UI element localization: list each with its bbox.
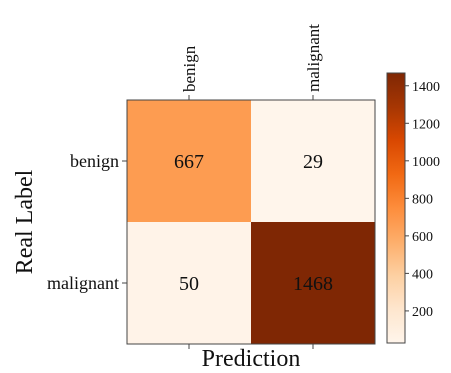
cell-value-label: 1468 (293, 273, 333, 295)
y-axis-label: Real Label (12, 169, 38, 274)
cell-value-label: 667 (174, 151, 204, 173)
x-axis-label: Prediction (202, 346, 301, 372)
colorbar (386, 72, 406, 344)
x-tick-label: malignant (304, 24, 323, 92)
colorbar-tick-label: 400 (412, 267, 433, 282)
cell-value-label: 29 (303, 151, 323, 173)
colorbar-tick-label: 1400 (412, 80, 440, 95)
heatmap-cell (251, 222, 375, 344)
colorbar-tick-label: 800 (412, 192, 433, 207)
colorbar-tick-label: 200 (412, 305, 433, 320)
heatmap-cell (251, 100, 375, 222)
heatmap-frame (126, 99, 376, 345)
heatmap-cell (127, 222, 251, 344)
y-tick-label: malignant (47, 273, 119, 293)
heatmap-cell (127, 100, 251, 222)
x-tick-label: benign (180, 45, 199, 92)
colorbar-tick-label: 1000 (412, 155, 440, 170)
colorbar-tick-label: 1200 (412, 117, 440, 132)
y-tick-label: benign (70, 151, 119, 171)
cell-value-label: 50 (179, 273, 199, 295)
colorbar-tick-label: 600 (412, 230, 433, 245)
